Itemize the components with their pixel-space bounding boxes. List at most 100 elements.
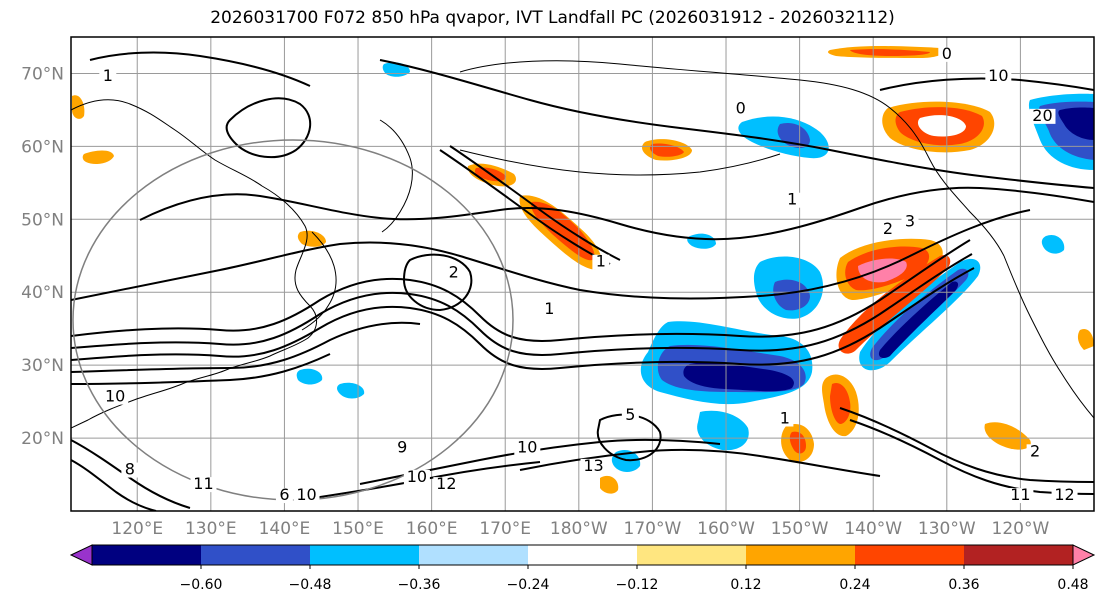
contour-label-bg (1007, 488, 1034, 504)
colorbar-tick-label: −0.12 (616, 577, 659, 593)
lat-tick-label: 40°N (21, 283, 64, 303)
contour-label: 1 (103, 66, 113, 85)
lon-tick-label: 120°E (111, 519, 163, 539)
lon-tick-label: 150°W (771, 519, 829, 539)
lon-tick-label: 160°E (406, 519, 458, 539)
contour-label: 9 (397, 438, 407, 457)
contour-line (71, 459, 157, 511)
contour-line (71, 321, 421, 373)
colorbar-tick-label: −0.48 (289, 577, 332, 593)
contour-label: 13 (583, 456, 603, 475)
contour-line (71, 253, 973, 356)
colorbar-segment (964, 545, 1074, 565)
contour-label-bg (985, 68, 1012, 84)
contour-line (379, 59, 1094, 189)
coastlines (71, 60, 1094, 429)
map-frame (70, 36, 1095, 512)
contour-label: 10 (988, 66, 1008, 85)
contour-label: 3 (905, 212, 915, 231)
contour-label-bg (403, 469, 430, 485)
colorbar-segment (419, 545, 529, 565)
kamchatka-coastline (379, 119, 413, 233)
colorbar-tick-label: −0.36 (398, 577, 441, 593)
contour-label: 1 (787, 190, 797, 209)
negative-anomaly-region (697, 410, 749, 451)
contour-label: 10 (517, 438, 537, 457)
contour-label-bg (99, 68, 117, 84)
contour-label-bg (1029, 108, 1056, 124)
landfall-region-circle (72, 139, 514, 501)
contour-line (71, 239, 971, 342)
contour-label-bg (1026, 444, 1044, 460)
contour-label: 8 (125, 460, 135, 479)
contour-line (839, 407, 1094, 483)
contour-label: 1 (596, 252, 606, 271)
contour-label-bg (621, 407, 639, 423)
contour-label-bg (514, 440, 541, 456)
contour-label: 12 (1054, 485, 1074, 504)
contour-label: 20 (1032, 106, 1052, 125)
lon-tick-label: 120°W (992, 519, 1050, 539)
contour-label-bg (102, 389, 129, 405)
contour-label-bg (275, 488, 293, 504)
contour-line (139, 186, 1094, 241)
latitude-labels: 20°N 30°N 40°N 50°N 60°N 70°N (21, 64, 64, 449)
map-title: 2026031700 F072 850 hPa qvapor, IVT Land… (210, 8, 895, 28)
contour-line (71, 439, 191, 509)
contour-label: 11 (1010, 485, 1030, 504)
positive-anomaly-region (297, 230, 326, 247)
contour-line (225, 97, 311, 159)
negative-anomaly-region (683, 362, 794, 392)
positive-anomaly-region (1077, 328, 1094, 350)
contour-line (449, 145, 621, 261)
colorbar-extend-low (69, 544, 93, 566)
positive-anomaly-region (82, 150, 114, 164)
negative-anomaly-region (878, 281, 959, 358)
positive-anomaly-region (850, 49, 930, 56)
lat-tick-label: 50°N (21, 210, 64, 230)
lat-tick-label: 60°N (21, 137, 64, 157)
colorbar-tick-labels: −0.60 −0.48 −0.36 −0.24 −0.12 0.12 0.24 0.36 0.4… (180, 565, 1089, 593)
contour-label-bg (592, 254, 610, 270)
lon-tick-label: 140°W (844, 519, 902, 539)
lon-tick-label: 130°E (185, 519, 237, 539)
lat-tick-label: 70°N (21, 64, 64, 84)
contour-line (71, 267, 975, 370)
contour-line (89, 51, 311, 87)
contour-label-bg (445, 265, 463, 281)
contour-label-bg (190, 477, 217, 493)
contour-line (71, 209, 1031, 301)
contour-label-bg (293, 488, 320, 504)
colorbar (69, 544, 1096, 566)
contour-label: 10 (105, 387, 125, 406)
colorbar-outline (91, 544, 1074, 566)
positive-anomaly-region (917, 115, 966, 137)
contour-label-bg (393, 440, 411, 456)
colorbar-tick-label: 0.24 (839, 577, 870, 593)
lat-tick-label: 20°N (21, 429, 64, 449)
contour-label: 2 (883, 219, 893, 238)
contour-label: 2 (1030, 441, 1040, 460)
contour-label-bg (121, 462, 139, 478)
negative-anomaly-region (1041, 234, 1065, 254)
colorbar-segment (92, 545, 202, 565)
colorbar-segment (310, 545, 420, 565)
positive-anomaly-region (789, 431, 806, 454)
contour-label: 0 (942, 44, 952, 63)
colorbar-segment (637, 545, 747, 565)
contour-label: 12 (436, 474, 456, 493)
colorbar-tick-label: 0.12 (730, 577, 761, 593)
colorbar-segment (528, 545, 638, 565)
contour-label: 2 (449, 263, 459, 282)
contour-label-bg (732, 101, 750, 117)
alaska-coastline (459, 60, 1005, 257)
negative-anomaly-region (296, 368, 323, 385)
north-america-coastline (1003, 255, 1094, 419)
lon-tick-label: 170°W (624, 519, 682, 539)
contour-label-bg (783, 192, 801, 208)
colorbar-segment (855, 545, 965, 565)
contour-label-bg (938, 46, 956, 62)
lon-tick-label: 160°W (697, 519, 755, 539)
lat-tick-label: 30°N (21, 356, 64, 376)
contour-line (439, 149, 611, 265)
